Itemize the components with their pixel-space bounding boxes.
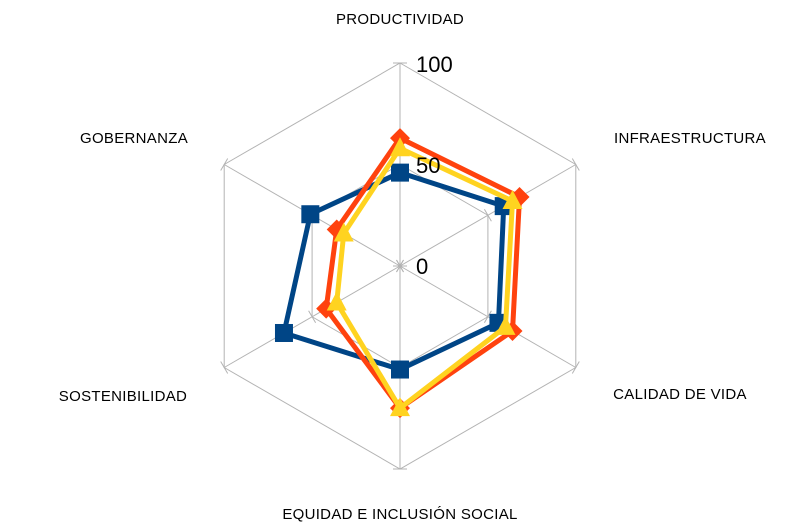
tick-label-50: 50 [416, 153, 440, 178]
axis-tick [483, 310, 492, 324]
axis-label-gobernanza: GOBERNANZA [80, 130, 188, 147]
data-point-triangle [495, 315, 516, 335]
axis-label-equidad-inclusion-social: EQUIDAD E INCLUSIÓN SOCIAL [282, 506, 517, 523]
data-point-square [391, 163, 409, 182]
axis-label-infraestructura: INFRAESTRUCTURA [614, 130, 766, 147]
axis-tick [483, 208, 492, 222]
axis-label-calidad-de-vida: CALIDAD DE VIDA [613, 386, 747, 403]
label-layer: 0 50 100 PRODUCTIVIDAD INFRAESTRUCTURA C… [59, 11, 766, 523]
axis-tick [396, 259, 404, 273]
axis-label-productividad: PRODUCTIVIDAD [336, 11, 464, 28]
data-point-triangle [502, 190, 523, 210]
data-point-square [301, 205, 320, 224]
data-point-triangle [333, 222, 354, 242]
axis-label-sostenibilidad: SOSTENIBILIDAD [59, 388, 187, 405]
data-point-triangle [390, 137, 410, 157]
radar-grid [220, 62, 580, 470]
series-layer [274, 128, 530, 419]
axis-tick [220, 361, 229, 374]
data-point-triangle [390, 397, 410, 417]
tick-label-0: 0 [416, 254, 428, 279]
data-point-square [391, 360, 409, 379]
axis-tick [220, 158, 229, 171]
data-point-square [274, 323, 293, 342]
tick-label-100: 100 [416, 52, 453, 77]
series-3 [326, 137, 523, 417]
axis-tick [308, 310, 317, 324]
axis-tick [571, 158, 580, 171]
series-line [281, 170, 507, 373]
data-point-triangle [326, 291, 347, 311]
axis-tick [571, 361, 580, 374]
